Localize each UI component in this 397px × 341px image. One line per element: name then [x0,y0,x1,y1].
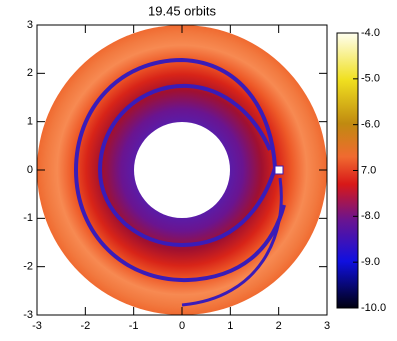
y-tick-label: -2 [23,261,33,273]
colorbar-tick-label: -9.0 [361,256,380,268]
colorbar-tick-label: -10.0 [361,302,386,314]
x-tick-label: 3 [324,320,330,332]
chart-title: 19.45 orbits [148,3,216,18]
y-tick-label: 2 [27,67,33,79]
disk-image [37,25,327,315]
x-tick-label: -3 [32,320,42,332]
y-tick-label: 0 [27,164,33,176]
y-tick-label: 1 [27,116,33,128]
x-tick-label: 0 [179,320,185,332]
x-tick-label: -2 [80,320,90,332]
x-tick-label: 2 [276,320,282,332]
colorbar-tick-label: -5.0 [361,73,380,85]
colorbar-tick-label: -8.0 [361,210,380,222]
y-tick-label: 3 [27,19,33,31]
y-tick-label: -3 [23,309,33,321]
colorbar-tick-label: -6.0 [361,119,380,131]
colorbar-tick-label: -4.0 [361,27,380,39]
y-tick-label: -1 [23,212,33,224]
x-tick-label: -1 [129,320,139,332]
colorbar-tick-label: 7.0 [361,164,376,176]
x-tick-label: 1 [227,320,233,332]
